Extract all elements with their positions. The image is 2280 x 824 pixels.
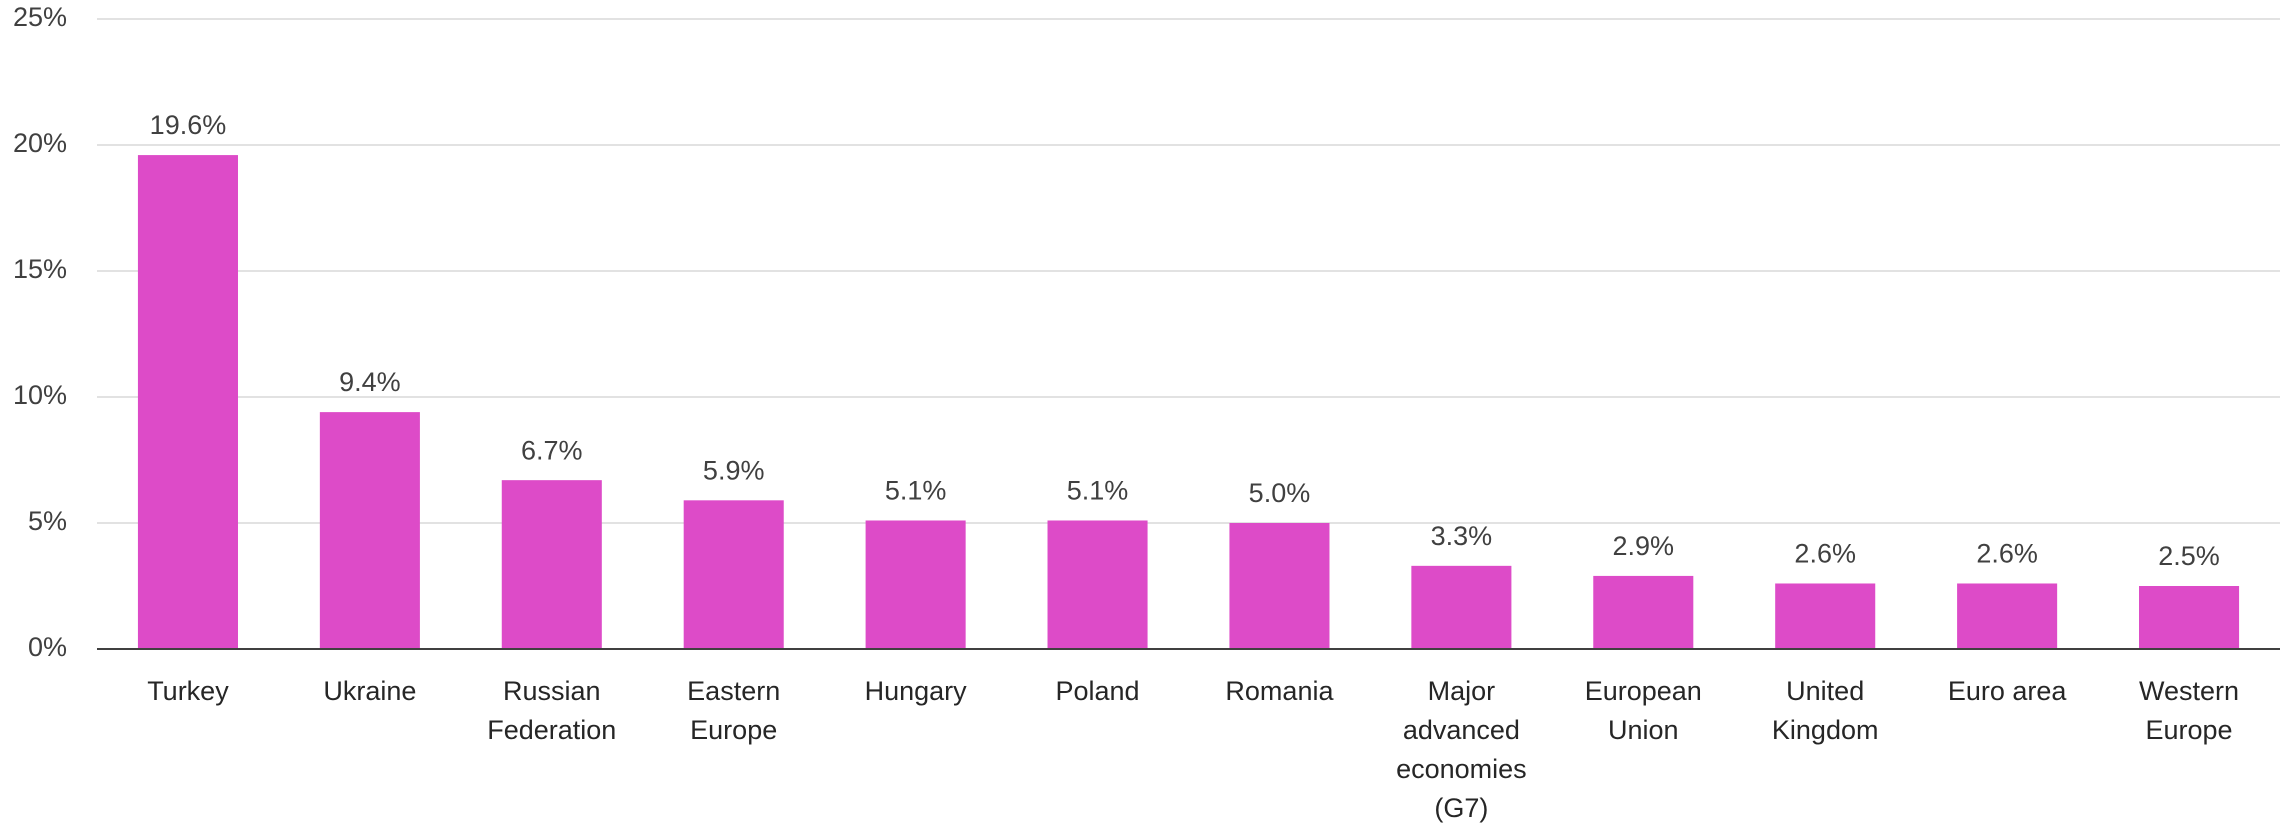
value-label: 2.6% [1794, 539, 1856, 569]
bar [501, 480, 602, 649]
y-tick-label: 25% [13, 2, 67, 32]
bar [319, 412, 420, 649]
bar [1593, 575, 1694, 649]
value-label: 5.0% [1249, 478, 1311, 508]
x-tick-label: Major advanced economies (G7) [1396, 676, 1527, 823]
value-label: 5.1% [1067, 476, 1129, 506]
bar [1957, 583, 2058, 649]
y-tick-label: 5% [28, 506, 67, 536]
value-label: 2.9% [1613, 531, 1675, 561]
x-tick-label: Romania [1225, 676, 1334, 706]
value-label: 2.6% [1976, 539, 2038, 569]
y-tick-label: 10% [13, 380, 67, 410]
x-tick-label: Russian Federation [487, 676, 617, 745]
value-label: 9.4% [339, 367, 401, 397]
value-label: 19.6% [150, 110, 227, 140]
bar [1047, 520, 1148, 649]
x-tick-label: Ukraine [323, 676, 417, 706]
y-tick-label: 0% [28, 632, 67, 662]
x-tick-label: Western Europe [2139, 676, 2240, 745]
x-tick-label: Eastern Europe [687, 676, 781, 745]
value-label: 6.7% [521, 435, 583, 465]
x-tick-label: European Union [1584, 676, 1702, 745]
value-label: 5.1% [885, 476, 947, 506]
x-tick-label: Turkey [147, 676, 229, 706]
x-tick-label: United Kingdom [1771, 676, 1879, 745]
value-label: 5.9% [703, 455, 765, 485]
x-tick-label: Hungary [864, 676, 967, 706]
bar [683, 500, 784, 649]
bar [1229, 523, 1330, 649]
bar [1775, 583, 1876, 649]
bar [137, 155, 238, 649]
value-label: 2.5% [2158, 541, 2220, 571]
y-tick-label: 20% [13, 128, 67, 158]
bar [1411, 565, 1512, 649]
bar [865, 520, 966, 649]
y-tick-label: 15% [13, 254, 67, 284]
value-label: 3.3% [1431, 521, 1493, 551]
x-tick-label: Euro area [1947, 676, 2067, 706]
bar [2139, 586, 2240, 649]
x-tick-label: Poland [1055, 676, 1140, 706]
